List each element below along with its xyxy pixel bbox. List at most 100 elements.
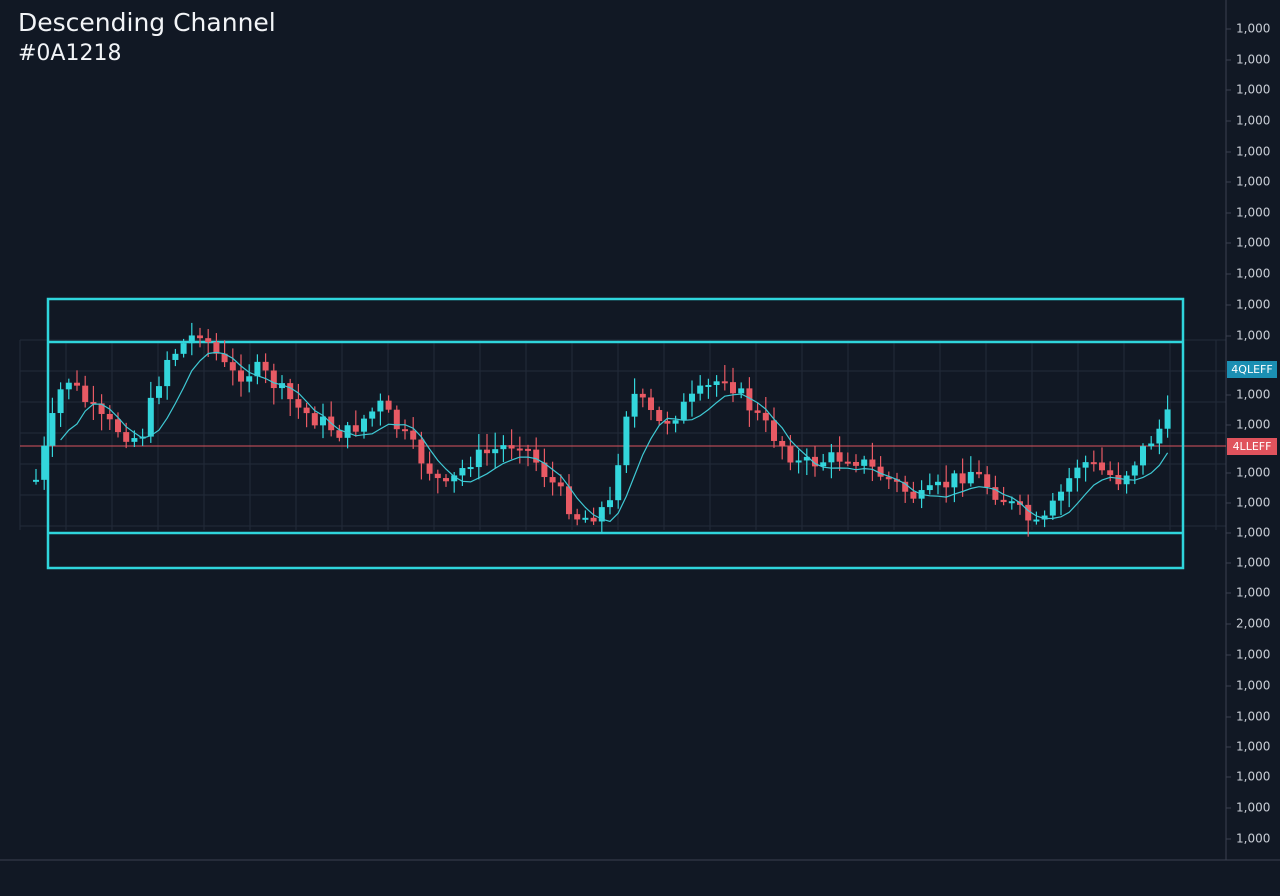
candle-body bbox=[836, 452, 843, 462]
candle-body bbox=[902, 481, 909, 492]
candle-body bbox=[1156, 428, 1163, 444]
candle-body bbox=[434, 473, 441, 479]
candle-body bbox=[1033, 519, 1040, 522]
candle-body bbox=[123, 432, 130, 442]
axis-label: 1,000 bbox=[1236, 679, 1270, 693]
candle-body bbox=[926, 485, 933, 491]
candle-body bbox=[270, 370, 277, 389]
candle-body bbox=[615, 465, 622, 501]
candle-body bbox=[459, 468, 466, 476]
candle-body bbox=[147, 397, 154, 437]
candle-body bbox=[935, 481, 941, 486]
candle-body bbox=[574, 514, 581, 520]
candle-body bbox=[410, 430, 417, 440]
candle-body bbox=[1074, 467, 1081, 479]
axis-label: 1,000 bbox=[1236, 53, 1270, 67]
candle-body bbox=[451, 475, 458, 482]
candle-body bbox=[369, 411, 376, 419]
candle-body bbox=[426, 463, 433, 474]
candle-body bbox=[295, 399, 302, 408]
axis-label: 1,000 bbox=[1236, 114, 1270, 128]
candle-body bbox=[238, 370, 244, 382]
candle-body bbox=[812, 456, 818, 467]
axis-label: 1,000 bbox=[1236, 770, 1270, 784]
candle-body bbox=[475, 449, 482, 468]
candle-body bbox=[943, 481, 950, 488]
candle-body bbox=[713, 381, 720, 385]
candle-body bbox=[869, 459, 876, 467]
candle-body bbox=[303, 407, 310, 414]
candle-body bbox=[508, 445, 515, 449]
candle-body bbox=[311, 413, 318, 426]
candle-body bbox=[377, 400, 384, 412]
candle-body bbox=[1008, 501, 1015, 504]
axis-label: 1,000 bbox=[1236, 586, 1270, 600]
candle-body bbox=[754, 410, 761, 413]
candle-body bbox=[156, 386, 162, 398]
candle-body bbox=[443, 478, 449, 482]
candle-body bbox=[1058, 491, 1064, 501]
axis-label: 1,000 bbox=[1236, 418, 1270, 432]
axis-label: 1,000 bbox=[1236, 832, 1270, 846]
candle-body bbox=[951, 473, 958, 488]
candle-body bbox=[500, 445, 507, 450]
axis-label: 1,000 bbox=[1236, 22, 1270, 36]
badge-bg bbox=[1227, 438, 1277, 455]
candle-body bbox=[828, 452, 835, 463]
candle-body bbox=[853, 461, 859, 466]
axis-label: 1,000 bbox=[1236, 206, 1270, 220]
candle-body bbox=[262, 361, 269, 371]
candle-body bbox=[385, 400, 392, 410]
candle-body bbox=[229, 362, 236, 371]
candle-body bbox=[721, 381, 728, 384]
candle-body bbox=[730, 382, 736, 394]
candle-body bbox=[762, 412, 769, 421]
candle-body bbox=[279, 383, 285, 389]
axis-label: 1,000 bbox=[1236, 267, 1270, 281]
candle-body bbox=[820, 462, 827, 467]
candle-body bbox=[541, 462, 548, 478]
price-badge: 4LLEFF bbox=[1233, 440, 1272, 453]
axis-label: 1,000 bbox=[1236, 175, 1270, 189]
candle-body bbox=[49, 413, 56, 446]
candle-body bbox=[672, 420, 679, 424]
candle-body bbox=[533, 449, 540, 463]
candle-body bbox=[894, 479, 900, 482]
candle-body bbox=[1090, 462, 1097, 465]
axis-label: 2,000 bbox=[1236, 617, 1270, 631]
candle-body bbox=[779, 440, 786, 447]
candle-body bbox=[738, 388, 745, 394]
candle-body bbox=[861, 459, 868, 466]
candle-body bbox=[344, 425, 351, 438]
candle-body bbox=[246, 376, 253, 382]
axis-label: 1,000 bbox=[1236, 801, 1270, 815]
candle-body bbox=[65, 382, 72, 390]
axis-label: 1,000 bbox=[1236, 329, 1270, 343]
candle-body bbox=[566, 486, 572, 515]
axis-label: 1,000 bbox=[1236, 236, 1270, 250]
candle-body bbox=[1099, 462, 1105, 471]
candle-body bbox=[1140, 446, 1146, 466]
axis-label: 1,000 bbox=[1236, 496, 1270, 510]
candle-body bbox=[639, 393, 646, 398]
candle-body bbox=[467, 467, 474, 470]
candle-body bbox=[205, 338, 212, 343]
candle-body bbox=[557, 482, 564, 487]
badge-bg bbox=[1227, 361, 1277, 378]
axis-label: 1,000 bbox=[1236, 740, 1270, 754]
candle-body bbox=[393, 409, 400, 430]
candle-body bbox=[287, 383, 294, 400]
candle-body bbox=[967, 471, 974, 484]
candle-body bbox=[172, 353, 179, 360]
candle-body bbox=[188, 335, 195, 344]
candle-body bbox=[1164, 409, 1171, 429]
candle-body bbox=[1049, 500, 1056, 516]
axis-label: 1,000 bbox=[1236, 298, 1270, 312]
candle-body bbox=[115, 419, 121, 433]
candle-body bbox=[41, 445, 48, 480]
candle-body bbox=[885, 476, 892, 480]
moving-average bbox=[60, 351, 1169, 523]
axis-label: 1,000 bbox=[1236, 83, 1270, 97]
candle-body bbox=[213, 342, 220, 354]
